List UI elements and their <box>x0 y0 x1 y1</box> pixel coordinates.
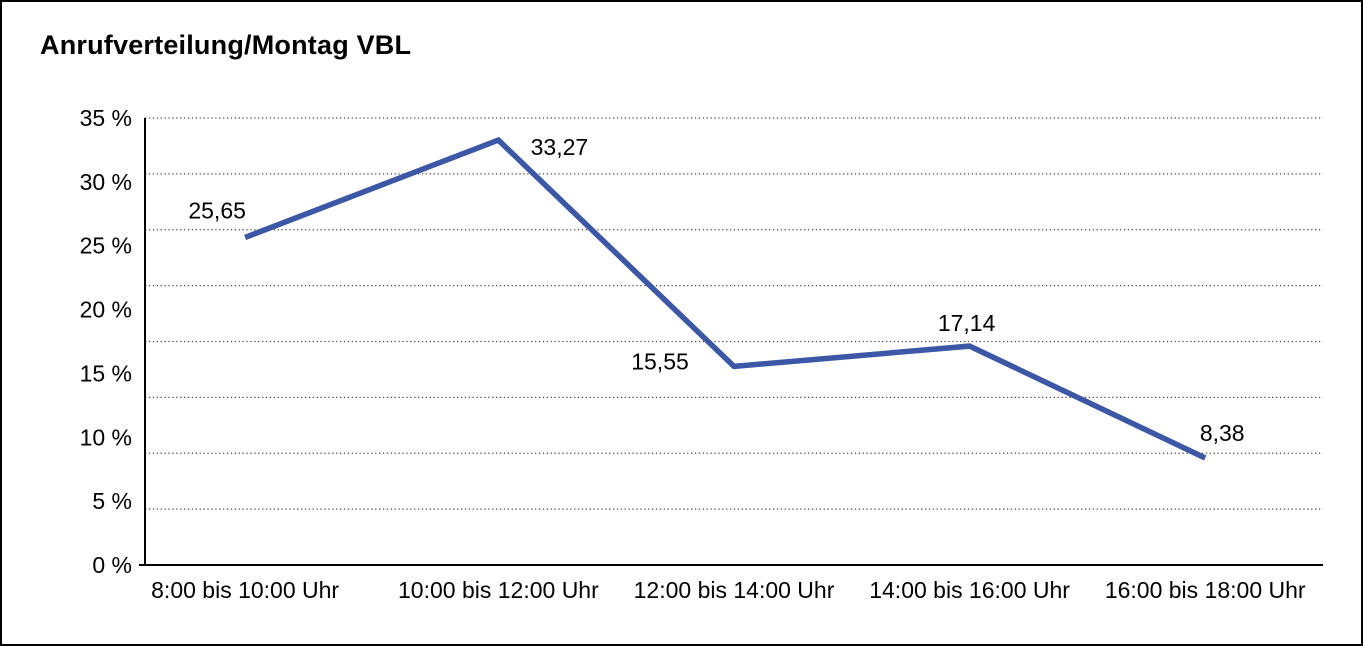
data-point-label: 15,55 <box>631 348 689 374</box>
data-point-label: 25,65 <box>188 197 246 223</box>
y-tick-label: 10 % <box>80 424 132 450</box>
data-point-label: 17,14 <box>938 310 996 336</box>
x-tick-label: 14:00 bis 16:00 Uhr <box>869 577 1070 603</box>
chart-title: Anrufverteilung/Montag VBL <box>40 30 412 60</box>
y-tick-label: 25 % <box>80 233 132 259</box>
x-tick-label: 16:00 bis 18:00 Uhr <box>1105 577 1306 603</box>
data-line <box>244 136 1207 461</box>
data-point-label: 8,38 <box>1200 420 1245 446</box>
y-tick-label: 0 % <box>92 552 132 578</box>
x-tick-label: 8:00 bis 10:00 Uhr <box>151 577 339 603</box>
y-tick-label: 20 % <box>80 297 132 323</box>
x-tick-label: 10:00 bis 12:00 Uhr <box>398 577 599 603</box>
y-tick-label: 35 % <box>80 105 132 131</box>
y-tick-label: 5 % <box>92 488 132 514</box>
y-tick-label: 15 % <box>80 360 132 386</box>
x-tick-label: 12:00 bis 14:00 Uhr <box>634 577 835 603</box>
data-point-label: 33,27 <box>531 134 589 160</box>
y-tick-label: 30 % <box>80 169 132 195</box>
